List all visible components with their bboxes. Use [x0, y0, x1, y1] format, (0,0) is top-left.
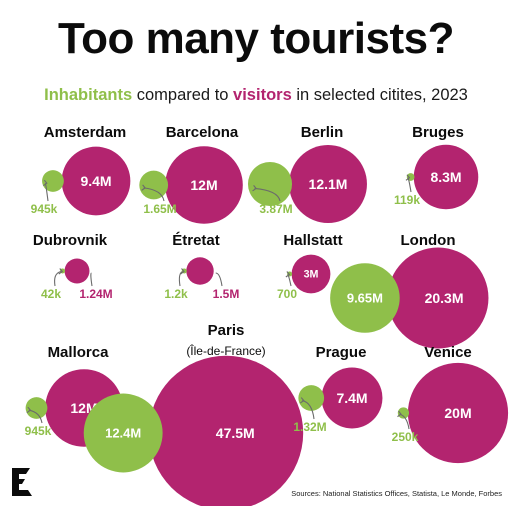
visitors-value-label: 12M	[190, 177, 217, 193]
inhabitants-value-label: 119k	[394, 193, 420, 207]
arrowhead-icon	[285, 271, 291, 278]
city-name-label: Berlin	[301, 124, 344, 141]
visitors-value-label: 20.3M	[425, 290, 464, 306]
city-name-label: Dubrovnik	[33, 232, 108, 249]
annotation-arrow	[215, 272, 223, 287]
city-name-label: London	[401, 232, 456, 249]
arrowhead-icon	[58, 268, 64, 275]
visitors-value-label: 1.5M	[213, 287, 240, 301]
visitors-bubble	[148, 355, 304, 506]
inhabitants-bubble	[298, 385, 325, 411]
inhabitants-bubble	[397, 407, 410, 419]
inhabitants-value-label: 1.32M	[293, 420, 326, 434]
visitors-value-label: 20M	[444, 405, 471, 421]
city-group: Amsterdam 9.4M 945k	[31, 124, 131, 216]
city-group: Barcelona 12M 1.65M	[139, 124, 243, 224]
visitors-bubble	[387, 247, 489, 349]
visitors-value-label: 47.5M	[216, 425, 255, 441]
city-group: Paris (Île-de-France) 47.5M 12.4M	[83, 322, 304, 506]
inhabitants-bubble	[247, 161, 293, 207]
inhabitants-bubble	[406, 173, 415, 181]
visitors-value-label: 1.24M	[79, 287, 112, 301]
arrowhead-icon	[252, 185, 257, 192]
visitors-value-label: 12.1M	[309, 176, 348, 192]
city-group: Étretat 1.5M 1.2k	[164, 232, 239, 301]
page-title: Too many tourists?	[58, 14, 454, 63]
arrowhead-icon	[43, 179, 48, 187]
publisher-logo-icon	[12, 468, 32, 496]
visitors-bubble	[407, 362, 509, 464]
annotation-arrow	[178, 270, 183, 287]
city-name-label: Barcelona	[166, 124, 239, 141]
annotation-arrow	[143, 187, 165, 202]
visitors-bubble	[413, 144, 479, 210]
inhabitants-bubble	[42, 170, 64, 192]
inhabitants-value-label: 1.2k	[164, 287, 188, 301]
city-name-label: Étretat	[172, 232, 220, 249]
visitors-bubble	[64, 258, 90, 284]
city-name-label: Amsterdam	[44, 124, 127, 141]
arrowhead-icon	[397, 410, 402, 418]
annotation-arrow	[54, 270, 61, 287]
city-group: Berlin 12.1M 3.87M	[247, 124, 367, 223]
annotation-arrow	[254, 187, 281, 202]
inhabitants-value-label: 945k	[25, 424, 52, 438]
visitors-bubble	[321, 367, 383, 429]
city-group: Hallstatt 3M 700	[277, 232, 343, 301]
visitors-bubble	[289, 145, 367, 223]
inhabitants-value-label: 945k	[31, 202, 58, 216]
annotation-arrow	[90, 272, 93, 287]
city-group: Venice 20M 250k	[392, 344, 509, 464]
city-subname-label: (Île-de-France)	[186, 343, 265, 358]
subtitle-inhabitants-word: Inhabitants	[44, 86, 133, 104]
subtitle-end-text: in selected citites, 2023	[291, 86, 468, 104]
inhabitants-bubble	[25, 397, 48, 419]
subtitle-visitors-word: visitors	[233, 86, 292, 104]
city-name-label: Venice	[424, 344, 472, 361]
arrowhead-icon	[26, 406, 32, 414]
visitors-bubble	[186, 257, 214, 285]
arrowhead-icon	[180, 268, 185, 275]
inhabitants-value-label: 1.65M	[143, 202, 176, 216]
city-name-label: Hallstatt	[283, 232, 342, 249]
inhabitants-value-label: 250k	[392, 430, 419, 444]
arrowhead-icon	[141, 184, 146, 191]
arrowhead-icon	[299, 397, 305, 404]
visitors-value-label: 8.3M	[430, 169, 461, 185]
visitors-value-label: 3M	[304, 269, 319, 281]
city-name-label: Paris	[208, 322, 245, 339]
inhabitants-value-label: 3.87M	[259, 202, 292, 216]
visitors-value-label: 9.4M	[80, 173, 111, 189]
city-name-label: Mallorca	[48, 344, 110, 361]
sources-note: Sources: National Statistics Offices, St…	[291, 489, 502, 498]
city-group: Dubrovnik 1.24M 42k	[33, 232, 113, 301]
city-group: Prague 7.4M 1.32M	[293, 344, 383, 434]
city-group: Bruges 8.3M 119k	[394, 124, 479, 210]
visitors-value-label: 7.4M	[336, 390, 367, 406]
subtitle: Inhabitants compared to visitors in sele…	[0, 86, 512, 105]
inhabitants-bubble	[83, 393, 163, 473]
inhabitants-value-label: 42k	[41, 287, 61, 301]
inhabitants-value-label: 12.4M	[105, 426, 141, 441]
city-group: London 20.3M 9.65M	[330, 232, 489, 349]
inhabitants-bubble	[330, 263, 400, 333]
city-name-label: Bruges	[412, 124, 464, 141]
inhabitants-bubble	[139, 170, 169, 200]
subtitle-middle-text: compared to	[132, 86, 234, 104]
arrowhead-icon	[405, 174, 411, 181]
inhabitants-value-label: 700	[277, 287, 297, 301]
visitors-bubble	[165, 146, 243, 224]
visitors-bubble	[291, 254, 331, 294]
city-name-label: Prague	[316, 344, 367, 361]
inhabitants-value-label: 9.65M	[347, 291, 383, 306]
visitors-bubble	[61, 146, 131, 216]
